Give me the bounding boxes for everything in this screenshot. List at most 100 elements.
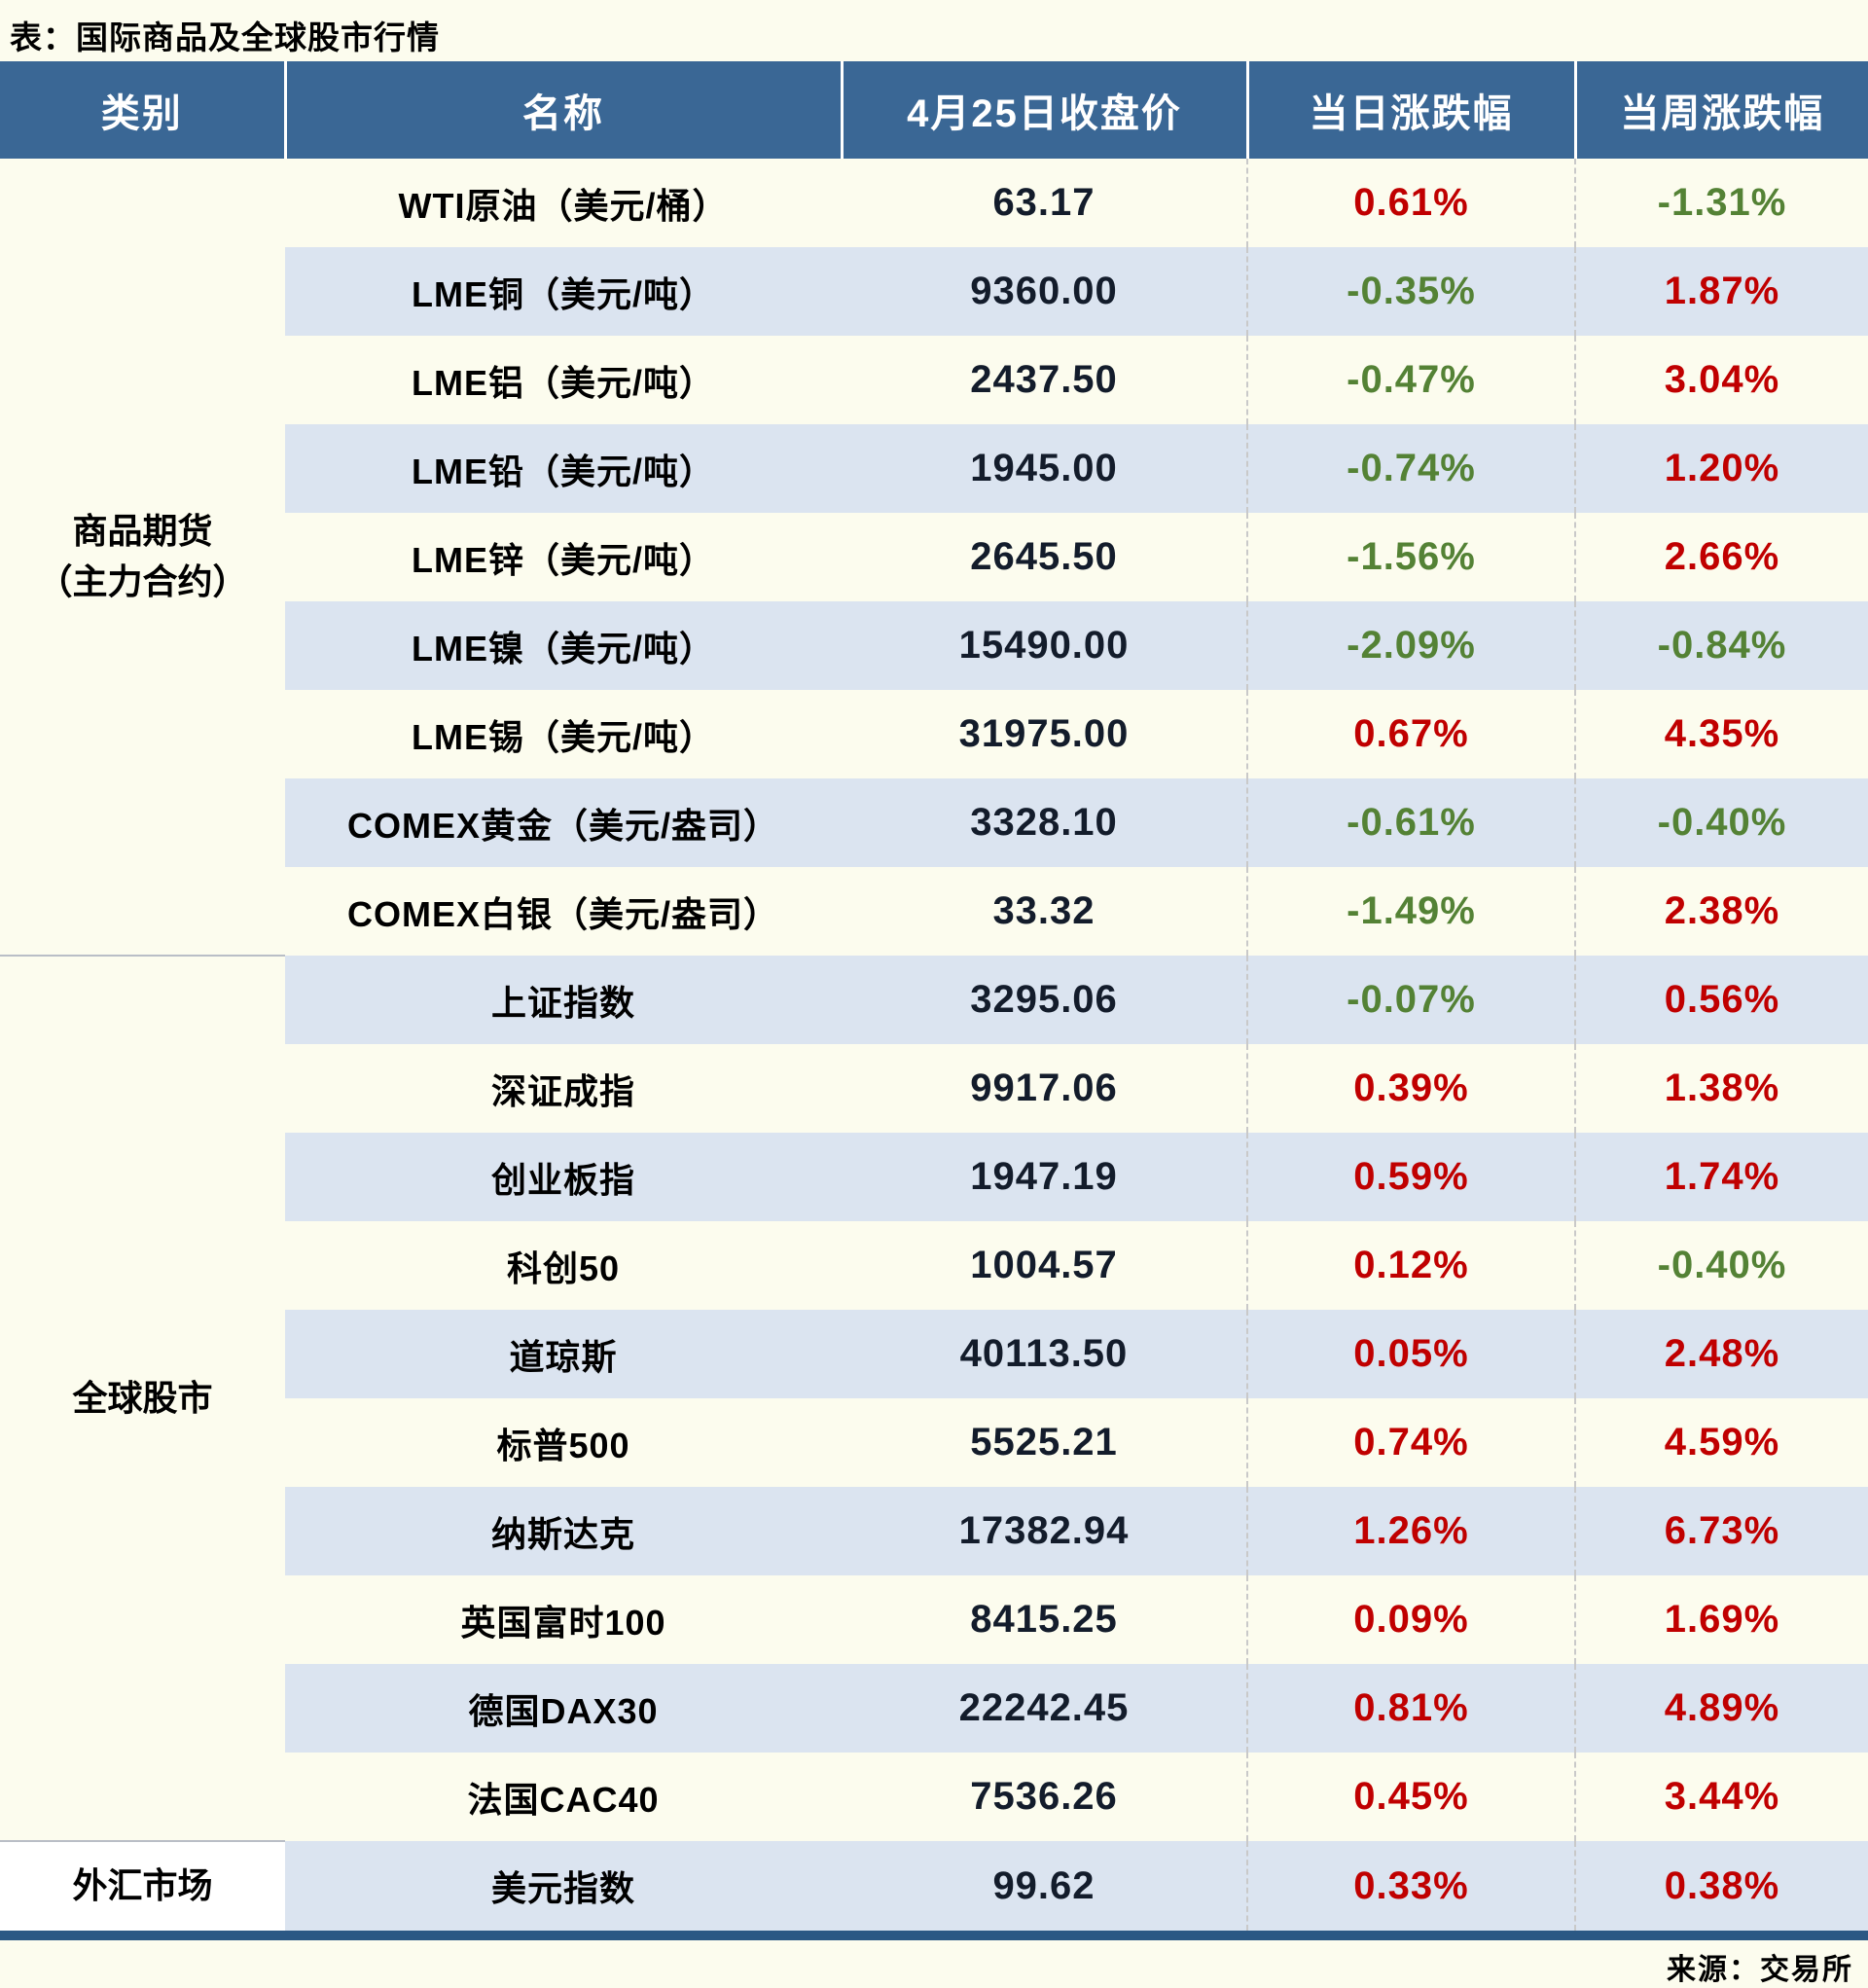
daily-change-cell: 0.12%: [1246, 1221, 1575, 1310]
name-cell: 美元指数: [285, 1841, 842, 1931]
daily-change-cell: -0.07%: [1246, 956, 1575, 1044]
weekly-change-cell: -0.84%: [1574, 601, 1868, 690]
name-cell: COMEX白银（美元/盎司）: [346, 893, 779, 934]
price-cell: 3328.10: [842, 778, 1247, 867]
category-cell: 全球股市: [0, 955, 285, 1841]
weekly-change-cell: 4.59%: [1574, 1398, 1868, 1487]
daily-change-cell: 0.45%: [1246, 1753, 1575, 1841]
table-header: 类别 名称 4月25日收盘价 当日涨跌幅 当周涨跌幅: [0, 61, 1868, 159]
daily-change-cell: -0.35%: [1246, 247, 1575, 336]
name-cell: 科创50: [506, 1247, 621, 1288]
daily-change-cell: 0.05%: [1246, 1310, 1575, 1398]
price-cell: 1947.19: [842, 1133, 1247, 1221]
header-weekly-change: 当周涨跌幅: [1573, 61, 1868, 159]
table-row: 全球股市 上证指数 3295.06 -0.07% 0.56%: [0, 955, 1868, 1841]
weekly-change-cell: -0.40%: [1574, 778, 1868, 867]
price-cell: 9360.00: [842, 247, 1247, 336]
weekly-change-cell: 2.66%: [1574, 513, 1868, 601]
table-row: COMEX黄金（美元/盎司） 3328.10 -0.61% -0.40%: [0, 778, 1868, 867]
page-title: 表：国际商品及全球股市行情: [10, 19, 440, 55]
price-cell: 8415.25: [970, 1598, 1118, 1641]
name-cell: 纳斯达克: [285, 1487, 842, 1575]
weekly-change-cell: -1.31%: [1574, 159, 1868, 247]
price-cell: 15490.00: [842, 601, 1247, 690]
daily-change-cell: 0.67%: [1246, 690, 1575, 778]
name-cell: LME镍（美元/吨）: [285, 601, 842, 690]
table-body: 商品期货 （主力合约） WTI原油（美元/桶） 63.17 0.61% -1.31% LM…: [0, 159, 1868, 1931]
name-cell: LME铝（美元/吨）: [412, 362, 715, 403]
table-row: 德国DAX30 22242.45 0.81% 4.89%: [0, 1664, 1868, 1753]
daily-change-cell: 1.26%: [1246, 1487, 1575, 1575]
header-close-price: 4月25日收盘价: [840, 61, 1247, 159]
table-row: 纳斯达克 17382.94 1.26% 6.73%: [0, 1487, 1868, 1575]
name-cell: LME铜（美元/吨）: [285, 247, 842, 336]
price-cell: 1945.00: [842, 424, 1247, 513]
weekly-change-cell: 0.38%: [1574, 1841, 1868, 1931]
weekly-change-cell: -0.40%: [1574, 1221, 1868, 1310]
price-cell: 3295.06: [842, 956, 1247, 1044]
daily-change-cell: -0.74%: [1246, 424, 1575, 513]
daily-change-cell: 0.81%: [1246, 1664, 1575, 1753]
name-cell: 深证成指: [490, 1070, 635, 1111]
name-cell: LME铅（美元/吨）: [285, 424, 842, 513]
weekly-change-cell: 1.69%: [1574, 1575, 1868, 1664]
price-cell: 40113.50: [842, 1310, 1247, 1398]
table-row: 英国富时100 8415.25 0.09% 1.69%: [0, 1575, 1868, 1664]
price-cell: 63.17: [992, 181, 1096, 224]
weekly-change-cell: 1.38%: [1574, 1044, 1868, 1133]
weekly-change-cell: 1.87%: [1574, 247, 1868, 336]
table-row: 创业板指 1947.19 0.59% 1.74%: [0, 1133, 1868, 1221]
header-name: 名称: [283, 61, 842, 159]
name-cell: 道琼斯: [285, 1310, 842, 1398]
name-cell: 标普500: [496, 1425, 630, 1465]
daily-change-cell: -2.09%: [1246, 601, 1575, 690]
price-cell: 99.62: [842, 1841, 1247, 1931]
table-row: LME镍（美元/吨） 15490.00 -2.09% -0.84%: [0, 601, 1868, 690]
daily-change-cell: 0.33%: [1246, 1841, 1575, 1931]
price-cell: 2437.50: [970, 358, 1118, 401]
weekly-change-cell: 3.04%: [1574, 336, 1868, 424]
daily-change-cell: 0.59%: [1246, 1133, 1575, 1221]
weekly-change-cell: 4.89%: [1574, 1664, 1868, 1753]
price-cell: 5525.21: [970, 1421, 1118, 1464]
table-row: LME铝（美元/吨） 2437.50 -0.47% 3.04%: [0, 336, 1868, 424]
name-cell: COMEX黄金（美元/盎司）: [285, 778, 842, 867]
price-cell: 1004.57: [970, 1244, 1118, 1286]
table-row: 标普500 5525.21 0.74% 4.59%: [0, 1398, 1868, 1487]
price-cell: 33.32: [992, 889, 1096, 932]
price-cell: 17382.94: [842, 1487, 1247, 1575]
table-row: LME锡（美元/吨） 31975.00 0.67% 4.35%: [0, 690, 1868, 778]
table-row: 外汇市场 美元指数 99.62 0.33% 0.38%: [0, 1840, 1868, 1931]
name-cell: LME锡（美元/吨）: [412, 716, 715, 757]
daily-change-cell: -0.61%: [1246, 778, 1575, 867]
category-cell: 商品期货 （主力合约）: [0, 159, 285, 956]
table-row: COMEX白银（美元/盎司） 33.32 -1.49% 2.38%: [0, 867, 1868, 956]
weekly-change-cell: 6.73%: [1574, 1487, 1868, 1575]
name-cell: 法国CAC40: [467, 1779, 660, 1820]
weekly-change-cell: 4.35%: [1574, 690, 1868, 778]
name-cell: 英国富时100: [460, 1602, 666, 1643]
daily-change-cell: -1.56%: [1246, 513, 1575, 601]
table-row: LME铅（美元/吨） 1945.00 -0.74% 1.20%: [0, 424, 1868, 513]
category-cell: 外汇市场: [0, 1840, 285, 1931]
daily-change-cell: 0.39%: [1246, 1044, 1575, 1133]
price-cell: 31975.00: [958, 712, 1130, 755]
daily-change-cell: 0.74%: [1246, 1398, 1575, 1487]
table-row: 法国CAC40 7536.26 0.45% 3.44%: [0, 1753, 1868, 1841]
price-cell: 22242.45: [842, 1664, 1247, 1753]
price-cell: 2645.50: [970, 535, 1118, 578]
name-cell: 德国DAX30: [285, 1664, 842, 1753]
table-row: LME锌（美元/吨） 2645.50 -1.56% 2.66%: [0, 513, 1868, 601]
weekly-change-cell: 2.38%: [1574, 867, 1868, 956]
table-row: 商品期货 （主力合约） WTI原油（美元/桶） 63.17 0.61% -1.31%: [0, 159, 1868, 956]
table-row: 科创50 1004.57 0.12% -0.40%: [0, 1221, 1868, 1310]
table-row: LME铜（美元/吨） 9360.00 -0.35% 1.87%: [0, 247, 1868, 336]
market-table: 类别 名称 4月25日收盘价 当日涨跌幅 当周涨跌幅 商品期货 （主力合约） WT…: [0, 61, 1868, 1931]
name-cell: 上证指数: [285, 956, 842, 1044]
table-row: 道琼斯 40113.50 0.05% 2.48%: [0, 1310, 1868, 1398]
name-cell: 创业板指: [285, 1133, 842, 1221]
daily-change-cell: -1.49%: [1246, 867, 1575, 956]
header-row: 类别 名称 4月25日收盘价 当日涨跌幅 当周涨跌幅: [0, 61, 1868, 159]
weekly-change-cell: 0.56%: [1574, 956, 1868, 1044]
weekly-change-cell: 1.20%: [1574, 424, 1868, 513]
